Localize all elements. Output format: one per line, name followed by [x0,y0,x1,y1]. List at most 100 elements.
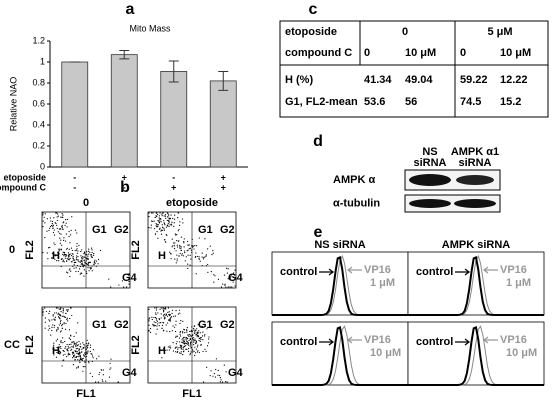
flow-dot [98,355,100,357]
flow-dot [54,319,56,321]
flow-dot [197,324,199,326]
flow-dot [160,313,162,315]
flow-dot [209,245,211,247]
flow-dot [71,253,73,255]
flow-dot [166,330,168,332]
flow-dot [175,320,177,322]
flow-dot [58,250,60,252]
flow-dot [50,225,53,227]
flow-dot [168,349,170,351]
flow-dot [55,340,57,342]
flow-dot [194,338,196,340]
arrow [347,336,362,344]
flow-dot [59,242,61,244]
flow-dot [189,352,191,355]
flow-dot [155,215,157,217]
flow-dot [72,257,74,259]
flow-dot [175,346,177,348]
flow-dot [68,343,70,346]
flow-dot [91,270,93,272]
flow-dot [95,260,98,262]
flow-dot [97,263,99,265]
flow-dot [44,307,46,309]
flow-dot [50,220,52,222]
flow-dot [102,380,104,382]
flow-dot [56,219,58,222]
flow-dot [155,317,157,320]
flow-dot [164,215,167,217]
flow-dot [77,270,79,273]
flow-dot [60,340,62,342]
flow-dot [81,256,83,259]
flow-dot [60,311,62,313]
flow-dot [181,339,183,341]
flow-dot [76,341,78,343]
flow-dot [110,358,112,360]
treatment-label: 10 μM [506,347,537,359]
flow-dot [197,344,199,346]
flow-dot [188,248,190,250]
flow-dot [197,331,199,333]
flow-dot [88,248,90,250]
flow-dot [196,346,199,348]
flow-dot [87,255,89,257]
flow-dot [173,315,175,317]
flow-dot [155,313,157,316]
flow-dot [187,342,189,344]
flow-dot [165,324,167,326]
flow-dot [210,370,212,372]
flow-dot [99,249,102,252]
flow-dot [95,381,97,383]
flow-dot [186,329,188,332]
flow-dot [176,335,179,337]
flow-col-label: 0 [83,197,89,209]
flow-dot [58,317,61,319]
flow-dot [186,341,189,343]
flow-dot [49,246,51,249]
flow-dot [63,251,66,254]
flow-dot [148,317,151,319]
quadrant-label: G4 [122,367,138,379]
flow-dot [169,224,171,226]
flow-dot [186,250,188,252]
flow-dot [86,345,88,347]
flow-dot [57,307,59,309]
flow-dot [176,239,178,242]
flow-dot [64,316,67,319]
flow-dot [59,228,62,230]
flow-dot [181,345,183,347]
flow-dot [179,331,181,333]
flow-dot [73,261,75,264]
flow-dot [66,310,69,312]
flow-dot [182,337,184,340]
flow-dot [57,349,59,352]
flow-dot [149,331,152,333]
flow-dot [88,261,91,263]
flow-dot [87,263,89,265]
bar [209,80,237,168]
flow-dot [163,347,165,350]
flow-dot [165,226,167,228]
flow-dot [153,316,155,319]
flow-dot [53,242,55,244]
flow-dot [165,217,167,219]
table-cell: 59.22 [460,74,488,86]
flow-dot [84,347,86,349]
quadrant-label: H [158,250,166,262]
flow-dot [233,272,235,274]
flow-dot [73,264,75,266]
flow-dot [84,254,86,256]
flow-dot [56,216,58,218]
flow-dot [77,359,79,361]
flow-dot [72,355,75,357]
flow-dot [150,224,152,226]
flow-dot [78,354,80,356]
flow-dot [155,312,157,314]
flow-dot [75,344,77,346]
flow-dot [67,252,70,254]
flow-dot [58,346,61,348]
flow-dot [183,240,185,243]
flow-dot [179,221,181,223]
flow-dot [67,347,70,349]
flow-dot [47,258,49,260]
